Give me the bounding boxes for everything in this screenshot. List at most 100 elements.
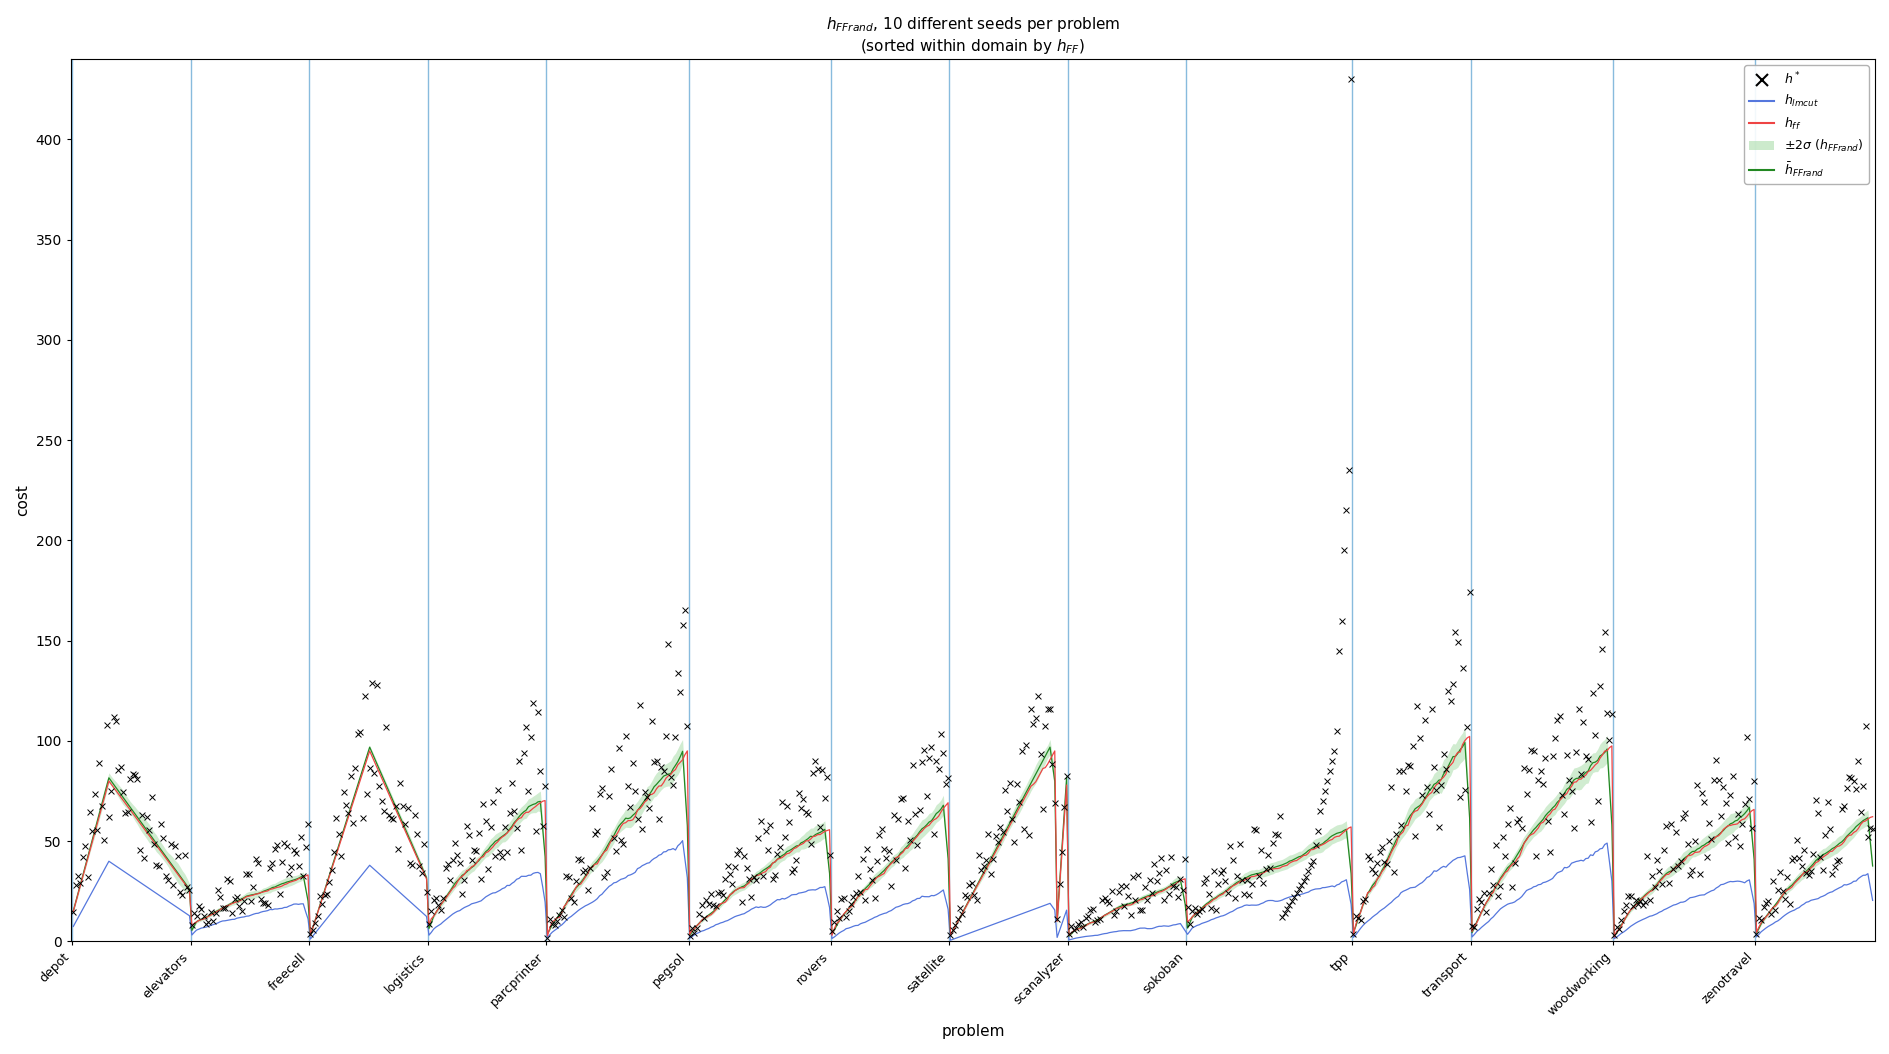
Point xyxy=(1130,878,1160,895)
Point xyxy=(128,850,159,866)
Point xyxy=(973,826,1003,843)
Point xyxy=(253,897,283,914)
Point xyxy=(1167,882,1198,899)
Point xyxy=(1243,867,1273,884)
Point xyxy=(1747,899,1778,916)
Point xyxy=(1855,820,1885,837)
Point xyxy=(1781,832,1812,848)
Point xyxy=(803,760,833,777)
Point xyxy=(980,827,1011,844)
Point xyxy=(68,848,98,865)
Point xyxy=(1016,701,1047,718)
Point xyxy=(1286,877,1317,894)
Point xyxy=(1152,885,1183,902)
Point xyxy=(1396,738,1426,755)
Point xyxy=(975,866,1005,883)
Point xyxy=(264,885,295,902)
Point xyxy=(1430,761,1460,778)
Point xyxy=(1196,899,1226,916)
Point xyxy=(404,858,434,875)
Point xyxy=(1171,899,1201,916)
Point xyxy=(710,871,740,887)
Point xyxy=(1628,894,1659,911)
Point xyxy=(306,895,336,912)
Point xyxy=(897,757,927,774)
Point xyxy=(574,860,604,877)
Point xyxy=(784,784,814,801)
Point xyxy=(1655,815,1685,832)
Point xyxy=(962,891,992,907)
Point xyxy=(247,894,278,911)
Point xyxy=(712,858,742,875)
Point xyxy=(1132,891,1162,907)
Point xyxy=(1082,912,1113,929)
Point xyxy=(1317,753,1347,769)
Point xyxy=(572,881,603,898)
Point xyxy=(1615,887,1645,904)
Point xyxy=(880,852,910,868)
Point xyxy=(1234,886,1264,903)
Point xyxy=(434,872,465,889)
Point xyxy=(1296,857,1326,874)
Point xyxy=(757,871,788,887)
Point xyxy=(244,854,274,871)
Point xyxy=(1800,792,1830,808)
Point xyxy=(714,866,744,883)
Point xyxy=(1711,834,1742,851)
Point xyxy=(1077,901,1107,918)
Point xyxy=(1691,848,1721,865)
Point xyxy=(625,697,655,714)
Point xyxy=(225,898,255,915)
Point xyxy=(523,704,553,721)
Point xyxy=(667,617,697,633)
Point xyxy=(1502,814,1532,831)
Point xyxy=(162,847,193,864)
Point xyxy=(797,765,827,782)
Point xyxy=(380,798,410,815)
Point xyxy=(1115,906,1145,923)
Point xyxy=(1190,870,1220,886)
Point xyxy=(1441,633,1472,650)
Point xyxy=(1738,773,1768,789)
Point xyxy=(1438,676,1468,692)
Point xyxy=(91,717,121,734)
Point xyxy=(1065,914,1096,931)
Point xyxy=(274,865,304,882)
Point xyxy=(740,872,771,889)
Point xyxy=(684,905,714,922)
Point xyxy=(750,822,780,839)
Point xyxy=(283,858,314,875)
Point xyxy=(414,915,444,932)
Point xyxy=(723,842,754,859)
Point xyxy=(1810,826,1840,843)
Point xyxy=(1645,876,1676,893)
Point xyxy=(591,863,621,880)
Point xyxy=(705,883,735,900)
Point xyxy=(1643,862,1674,879)
Point xyxy=(1035,700,1065,717)
Point xyxy=(1366,839,1396,856)
X-axis label: problem: problem xyxy=(941,1024,1005,1039)
Point xyxy=(688,909,718,925)
Point xyxy=(654,636,684,652)
Point xyxy=(193,914,223,931)
Point xyxy=(914,749,944,766)
Point xyxy=(183,898,213,915)
Point xyxy=(1181,906,1211,923)
Point xyxy=(166,886,196,903)
Point xyxy=(869,841,899,858)
Point xyxy=(155,836,185,853)
Point xyxy=(478,794,508,811)
Point xyxy=(1664,852,1694,868)
Point xyxy=(1632,847,1662,864)
Point xyxy=(584,785,614,802)
Point xyxy=(1634,892,1664,909)
Point xyxy=(805,819,835,836)
Point xyxy=(142,857,172,874)
Point xyxy=(856,872,886,889)
Point xyxy=(1776,852,1806,868)
Point xyxy=(1111,878,1141,895)
Point xyxy=(703,884,733,901)
Point xyxy=(442,846,472,863)
Point xyxy=(1436,692,1466,709)
